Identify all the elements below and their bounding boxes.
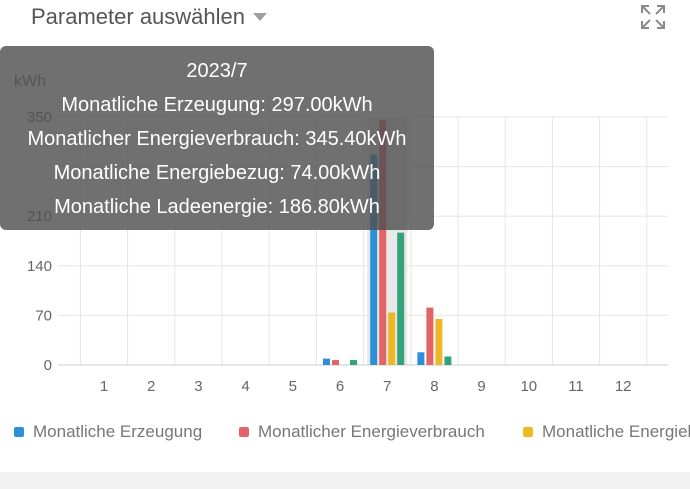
bar-ladeenergie	[397, 232, 405, 365]
caret-down-icon	[253, 13, 268, 21]
y-tick-label: 140	[27, 258, 52, 275]
x-tick-label: 1	[100, 378, 108, 395]
bar-ladeenergie	[350, 360, 357, 365]
legend-swatch-bezug	[523, 427, 533, 437]
legend-swatch-verbrauch	[239, 427, 249, 437]
legend-label-erzeugung: Monatliche Erzeugung	[33, 422, 203, 441]
legend-item-verbrauch[interactable]: Monatlicher Energieverbrauch	[239, 418, 485, 446]
footer-bar	[0, 472, 690, 489]
tooltip-line-verbrauch: Monatlicher Energieverbrauch: 345.40kWh	[27, 128, 407, 150]
y-tick-label: 70	[35, 307, 52, 324]
legend-item-bezug[interactable]: Monatliche Energiebezug	[523, 418, 690, 446]
chart-tooltip: 2023/7 Monatliche Erzeugung: 297.00kWh M…	[0, 46, 434, 230]
bar-erzeugung	[417, 352, 425, 365]
tooltip-title: 2023/7	[186, 60, 248, 82]
x-tick-label: 10	[520, 378, 537, 395]
legend-label-bezug: Monatliche Energiebezug	[542, 422, 690, 441]
bar-bezug	[388, 312, 396, 365]
bar-ladeenergie	[444, 356, 452, 365]
tooltip-line-ladeenergie: Monatliche Ladeenergie: 186.80kWh	[54, 196, 380, 218]
bar-erzeugung	[323, 358, 330, 365]
chart-legend: Monatliche Erzeugung Monatlicher Energie…	[0, 418, 690, 446]
expand-icon[interactable]	[640, 4, 666, 30]
bar-erzeugung	[370, 154, 378, 365]
x-tick-label: 5	[289, 378, 297, 395]
x-tick-label: 4	[241, 378, 249, 395]
x-tick-label: 8	[430, 378, 438, 395]
bar-verbrauch	[332, 360, 339, 365]
bar-verbrauch	[379, 120, 387, 365]
x-tick-label: 12	[615, 378, 632, 395]
tooltip-line-erzeugung: Monatliche Erzeugung: 297.00kWh	[61, 94, 373, 116]
x-tick-label: 3	[194, 378, 202, 395]
parameter-select[interactable]: Parameter auswählen	[31, 2, 268, 32]
bar-bezug	[435, 318, 443, 365]
x-tick-label: 6	[336, 378, 344, 395]
x-tick-label: 9	[477, 378, 485, 395]
tooltip-line-bezug: Monatliche Energiebezug: 74.00kWh	[53, 162, 381, 184]
x-tick-label: 2	[147, 378, 155, 395]
legend-label-verbrauch: Monatlicher Energieverbrauch	[258, 422, 485, 441]
parameter-select-label: Parameter auswählen	[31, 4, 246, 29]
y-tick-label: 0	[44, 357, 52, 374]
header: Parameter auswählen	[0, 0, 690, 36]
bar-verbrauch	[426, 307, 434, 365]
legend-swatch-erzeugung	[14, 427, 24, 437]
x-tick-label: 7	[383, 378, 391, 395]
x-tick-label: 11	[568, 378, 584, 395]
legend-item-erzeugung[interactable]: Monatliche Erzeugung	[14, 418, 202, 446]
